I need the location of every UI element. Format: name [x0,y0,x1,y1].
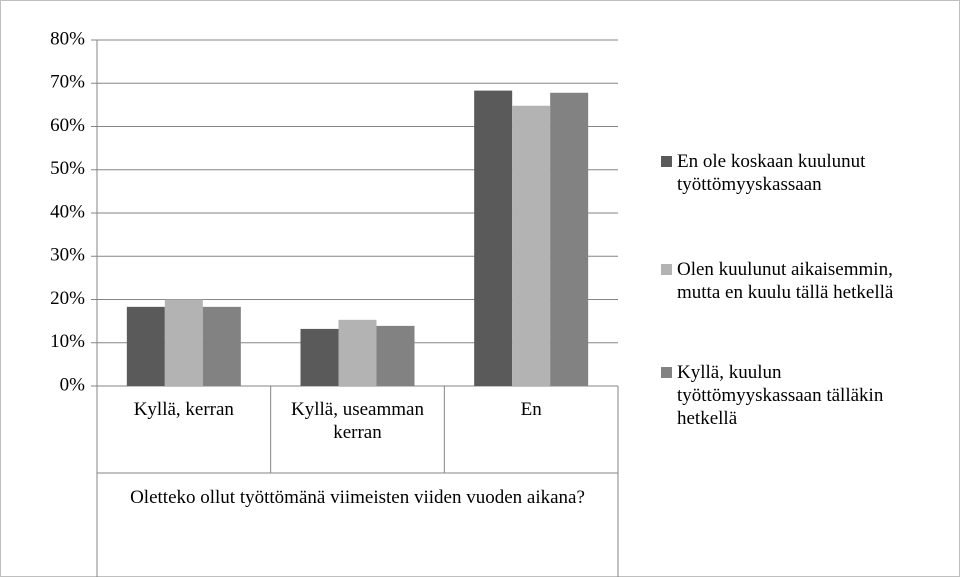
legend-label: Olen kuulunut aikaisemmin, mutta en kuul… [677,259,894,303]
y-tick-label: 60% [50,115,85,136]
y-tick-label: 0% [60,374,86,395]
y-tick-label: 30% [50,245,85,266]
legend-label: En ole koskaan kuulunut työttömyyskassaa… [677,151,866,195]
bar [300,328,339,386]
y-tick-label: 20% [50,288,85,309]
y-tick-label: 70% [50,72,85,93]
bar [550,92,589,386]
x-tick-label: En [520,399,542,420]
legend-swatch [661,156,672,167]
y-tick-label: 10% [50,331,85,352]
bar [338,319,377,386]
legend-swatch [661,264,672,275]
bar [474,90,513,386]
legend-swatch [661,367,672,378]
y-tick-label: 80% [50,28,85,49]
bar [376,325,415,386]
bar [164,299,203,386]
bar [512,105,551,387]
legend-label: Kyllä, kuulun työttömyyskassaan tälläkin… [677,362,884,429]
x-tick-label: Kyllä, useamman kerran [291,399,424,443]
x-tick-label: Kyllä, kerran [133,399,234,420]
x-axis-title: Oletteko ollut työttömänä viimeisten vii… [130,487,585,508]
bar [202,306,241,386]
y-tick-label: 50% [50,158,85,179]
bar [126,306,165,386]
y-tick-label: 40% [50,201,85,222]
